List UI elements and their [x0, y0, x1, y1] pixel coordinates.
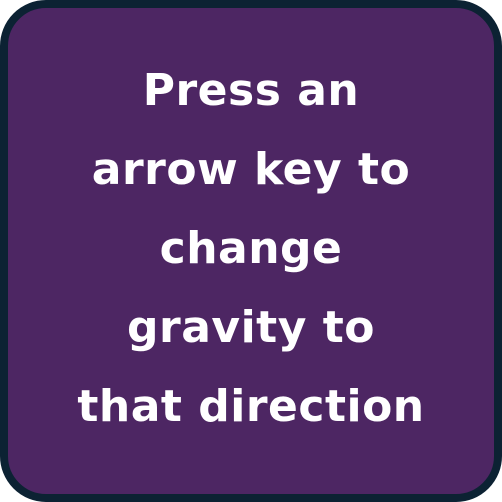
instruction-text: Press an arrow key to change gravity to …: [21, 51, 481, 446]
instruction-line-4: gravity to: [127, 301, 375, 353]
instruction-line-1: Press an: [142, 64, 360, 116]
instruction-line-2: arrow key to: [91, 143, 411, 195]
instruction-line-3: change: [159, 222, 343, 274]
instruction-line-5: that direction: [77, 380, 425, 432]
